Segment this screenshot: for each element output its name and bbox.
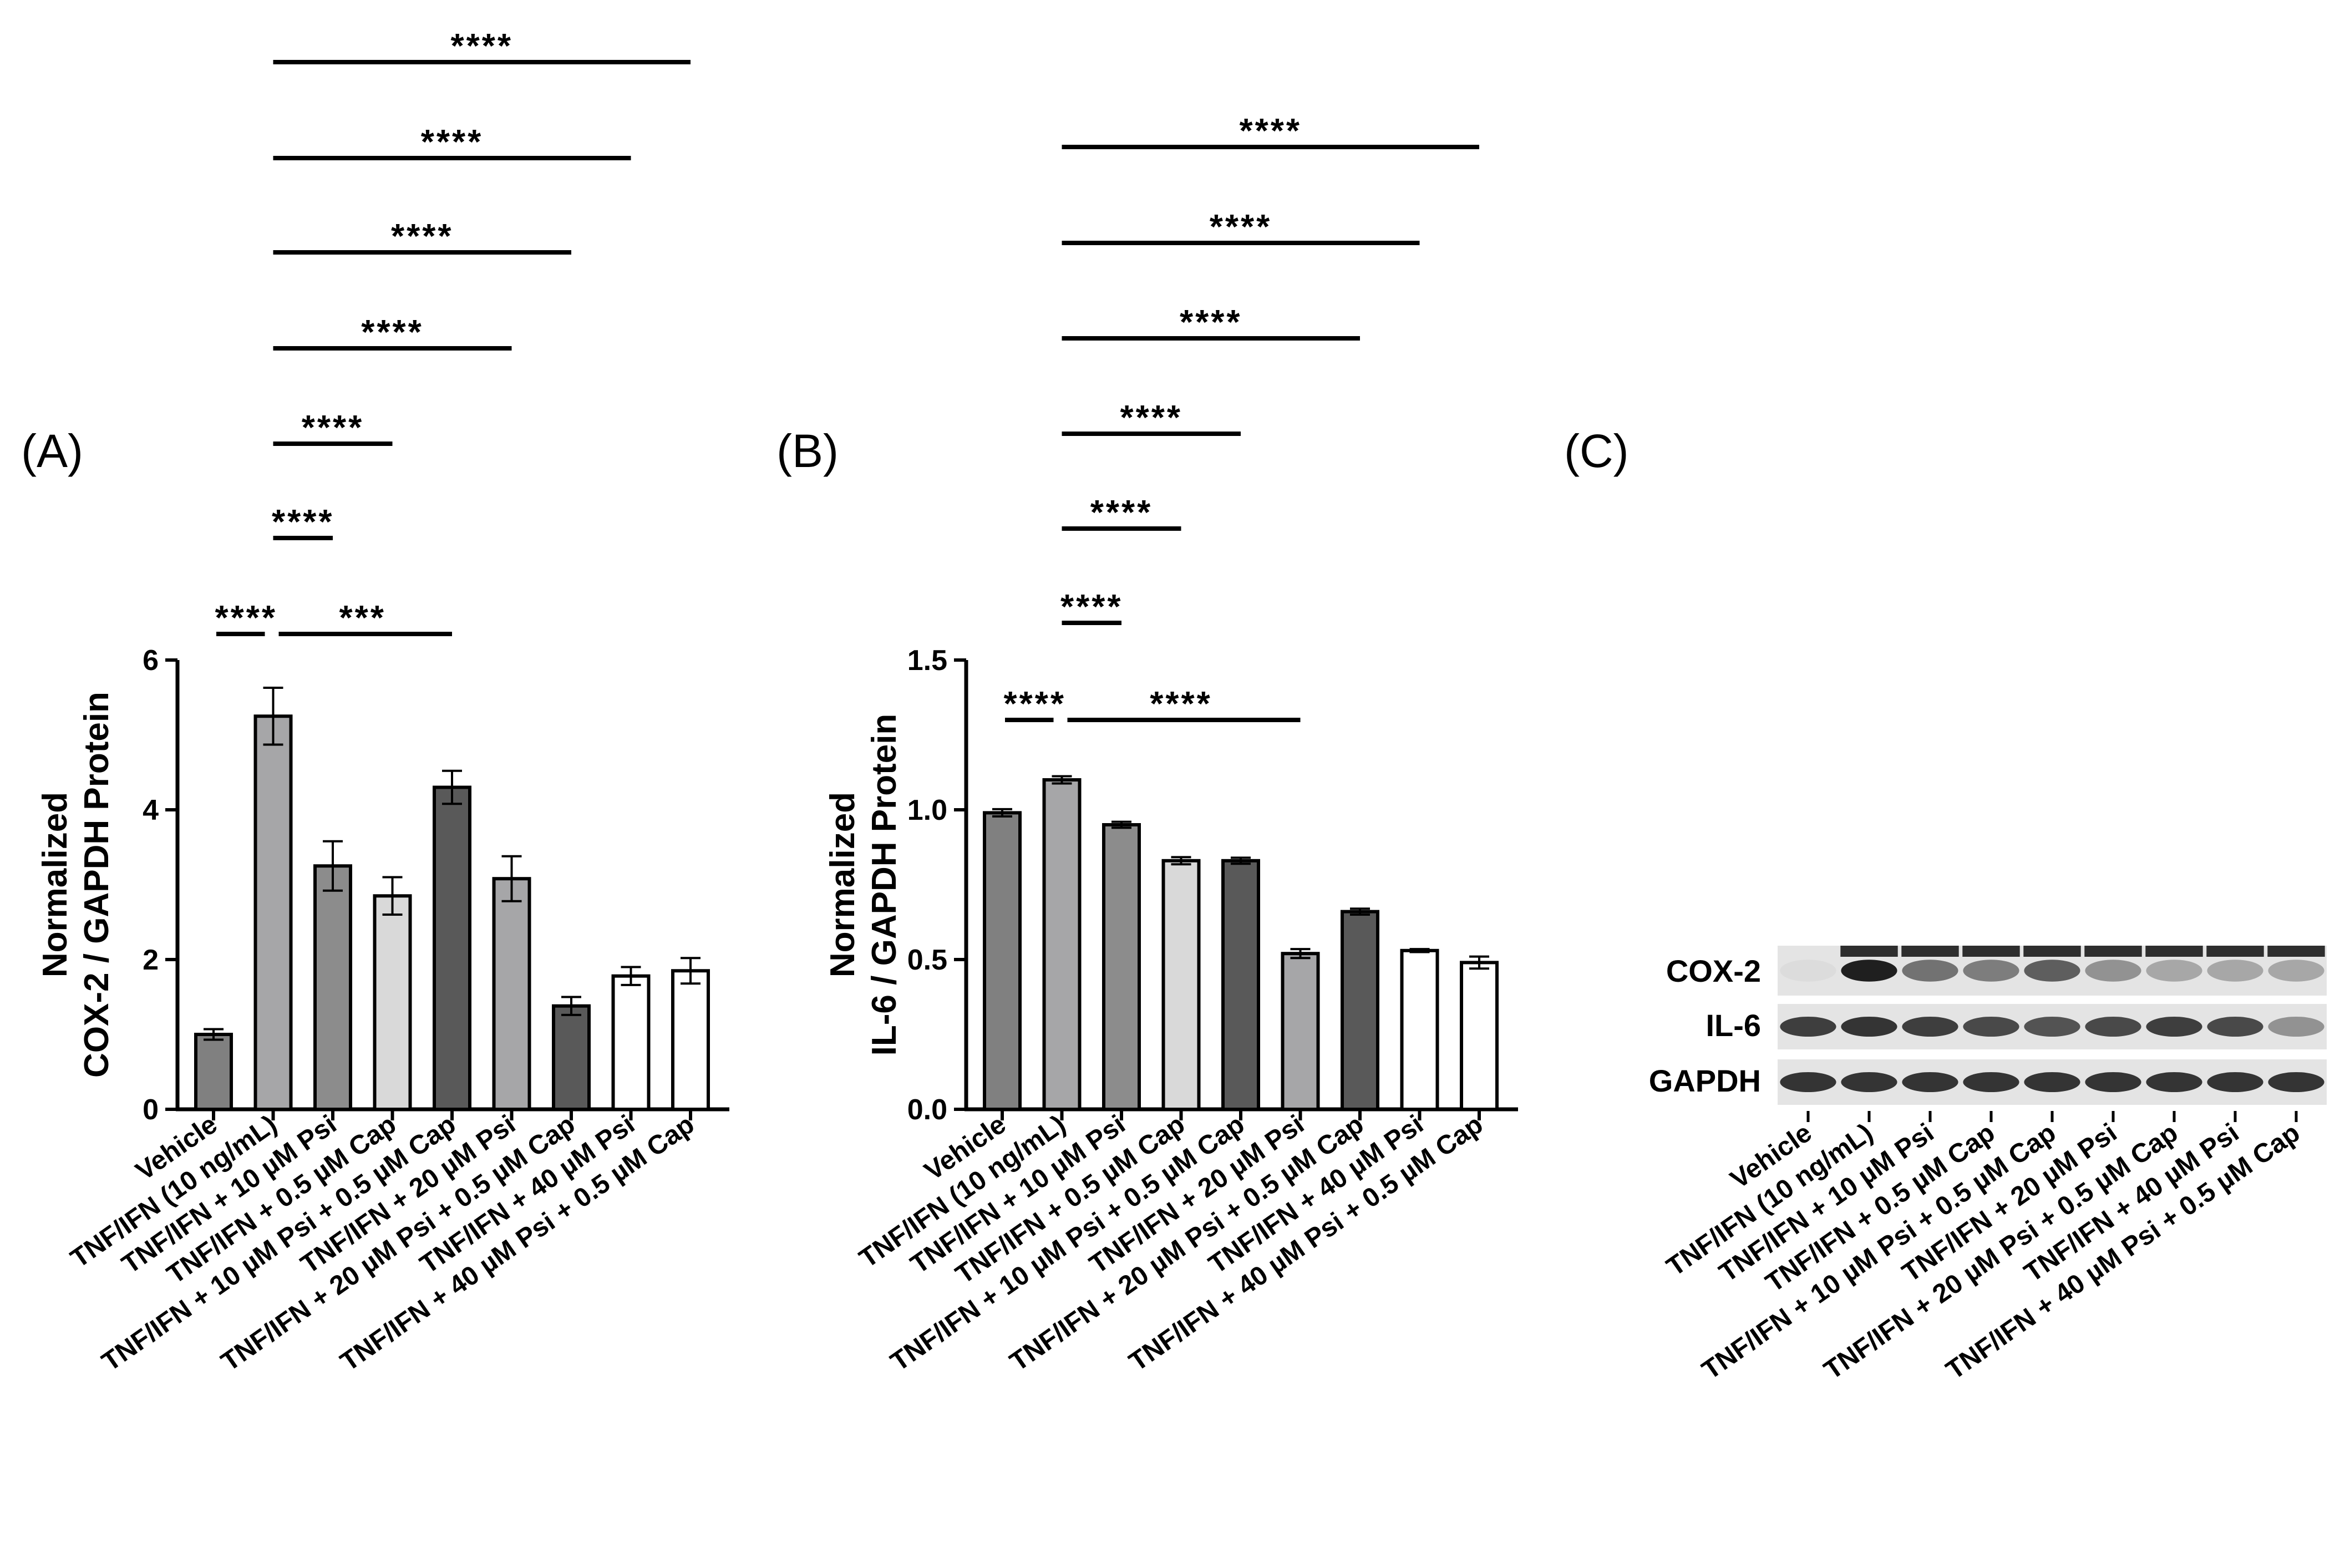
bar-b-8 [1460, 961, 1499, 1112]
blot-top-band-1 [1840, 946, 1898, 957]
blot-band-1-1 [1841, 1016, 1897, 1037]
bar-a-3 [373, 894, 412, 1111]
y-tick-label-b: 0.5 [907, 944, 947, 976]
bar-a-8 [671, 969, 710, 1111]
blot-band-0-1 [1841, 960, 1897, 982]
blot-band-2-8 [2268, 1072, 2324, 1093]
y-tick-label-b: 1.5 [907, 645, 947, 677]
panel-label-a: (A) [21, 425, 83, 477]
blot-band-1-2 [1902, 1016, 1958, 1037]
y-tick-label-a: 4 [143, 794, 159, 826]
blot-band-1-4 [2024, 1016, 2080, 1037]
blot-band-0-5 [2085, 960, 2141, 982]
bar-a-0 [194, 1033, 233, 1111]
bar-a-6 [552, 1004, 591, 1111]
bar-a-2 [313, 864, 352, 1111]
blot-band-1-7 [2207, 1016, 2263, 1037]
blot-band-1-6 [2146, 1016, 2202, 1037]
bar-b-7 [1400, 948, 1439, 1112]
panel-label-c: (C) [1564, 425, 1629, 477]
blot-top-band-6 [2145, 946, 2203, 957]
blot-band-0-7 [2207, 960, 2263, 982]
blot-top-band-2 [1901, 946, 1959, 957]
y-tick-label-a: 0 [143, 1094, 159, 1126]
blot-row-label-2: GAPDH [1649, 1063, 1761, 1098]
blot-band-0-0 [1780, 960, 1836, 982]
blot-row-label-0: COX-2 [1666, 953, 1761, 988]
bar-b-5 [1281, 952, 1320, 1111]
y-tick-label-b: 1.0 [907, 794, 947, 826]
blot-top-band-4 [2023, 946, 2081, 957]
significance-label-b-2: **** [1060, 588, 1123, 626]
significance-label-b-3: **** [1090, 494, 1153, 532]
blot-band-0-4 [2024, 960, 2080, 982]
significance-label-a-5: **** [391, 217, 454, 256]
bar-b-2 [1102, 823, 1141, 1111]
significance-label-b-0: **** [1003, 685, 1066, 723]
blot-band-2-5 [2085, 1072, 2141, 1093]
blot-band-2-4 [2024, 1072, 2080, 1093]
blot-band-1-3 [1963, 1016, 2019, 1037]
blot-band-2-0 [1780, 1072, 1836, 1093]
bar-a-1 [253, 714, 293, 1111]
bar-a-7 [611, 974, 651, 1111]
panel-label-b: (B) [776, 425, 839, 477]
blot-top-band-8 [2267, 946, 2325, 957]
blot-band-0-6 [2146, 960, 2202, 982]
blot-band-1-5 [2085, 1016, 2141, 1037]
blot-band-2-2 [1902, 1072, 1958, 1093]
blot-band-0-3 [1963, 960, 2019, 982]
significance-label-b-4: **** [1120, 399, 1182, 437]
panel-b-chart: 0.0 0.5 1.0 1.5 Normalized IL-6 / GAPDH Prote… [824, 112, 1518, 1377]
significance-label-a-0: **** [215, 599, 277, 637]
significance-label-b-7: **** [1239, 112, 1302, 150]
y-tick-label-a: 2 [143, 944, 159, 976]
y-axis-label-line2-a: COX-2 / GAPDH Protein [78, 692, 116, 1078]
blot-row-label-1: IL-6 [1706, 1008, 1761, 1043]
y-tick-label-a: 6 [143, 645, 159, 677]
bar-b-0 [983, 811, 1022, 1111]
blot-top-band-5 [2084, 946, 2142, 957]
blot-band-1-0 [1780, 1016, 1836, 1037]
blot-band-0-8 [2268, 960, 2324, 982]
blot-band-2-6 [2146, 1072, 2202, 1093]
blot-band-2-7 [2207, 1072, 2263, 1093]
y-axis-label-line1-a: Normalized [36, 792, 74, 977]
blot-band-0-2 [1902, 960, 1958, 982]
bar-a-4 [433, 785, 471, 1111]
significance-label-a-1: *** [339, 599, 386, 637]
blot-top-band-3 [1962, 946, 2020, 957]
bar-b-6 [1341, 910, 1379, 1111]
significance-label-a-3: **** [302, 409, 364, 447]
significance-label-b-6: **** [1210, 208, 1272, 246]
bar-b-3 [1161, 859, 1201, 1112]
significance-label-b-5: **** [1180, 303, 1242, 342]
bar-b-1 [1042, 778, 1082, 1111]
blot-band-2-1 [1841, 1072, 1897, 1093]
significance-label-b-1: **** [1150, 685, 1212, 723]
significance-label-a-7: **** [450, 27, 513, 65]
bar-b-4 [1221, 859, 1260, 1112]
significance-label-a-6: **** [421, 123, 484, 161]
blot-band-2-3 [1963, 1072, 2019, 1093]
y-axis-label-line1-b: Normalized [824, 792, 862, 977]
blot-band-1-8 [2268, 1016, 2324, 1037]
significance-label-a-2: **** [272, 503, 334, 541]
blot-top-band-7 [2206, 946, 2264, 957]
bar-a-5 [492, 877, 531, 1111]
y-axis-label-line2-b: IL-6 / GAPDH Protein [865, 714, 904, 1056]
y-tick-label-b: 0.0 [907, 1094, 947, 1126]
significance-label-a-4: **** [361, 313, 424, 352]
